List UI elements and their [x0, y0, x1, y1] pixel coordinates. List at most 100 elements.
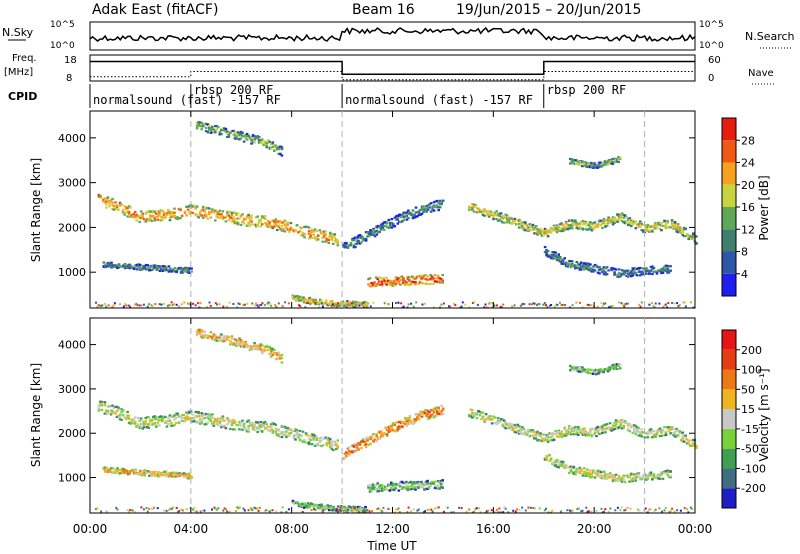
- echo-cell: [269, 302, 271, 305]
- echo-cell: [417, 508, 420, 511]
- echo-cell: [593, 429, 597, 432]
- echo-cell: [146, 266, 150, 270]
- echo-cell: [274, 427, 278, 430]
- echo-cell: [120, 203, 123, 206]
- echo-cell: [156, 418, 160, 422]
- echo-cell: [613, 479, 616, 482]
- echo-cell: [673, 224, 677, 227]
- echo-cell: [540, 439, 544, 443]
- echo-cell: [364, 237, 368, 240]
- echo-cell: [286, 426, 290, 429]
- echo-cell: [114, 471, 118, 474]
- echo-cell: [333, 305, 336, 307]
- echo-cell: [276, 224, 279, 227]
- colorbar-swatch: [722, 162, 736, 185]
- echo-cell: [651, 230, 654, 233]
- echo-cell: [572, 264, 576, 267]
- echo-cell: [179, 217, 182, 220]
- echo-cell: [303, 236, 306, 239]
- echo-cell: [141, 212, 144, 215]
- echo-cell: [214, 334, 217, 337]
- echo-cell: [250, 142, 253, 145]
- echo-cell: [130, 418, 134, 421]
- echo-cell: [678, 229, 681, 232]
- echo-cell: [583, 268, 586, 271]
- echo-cell: [574, 219, 577, 222]
- echo-cell: [580, 470, 583, 473]
- echo-cell: [411, 217, 415, 220]
- echo-cell: [575, 226, 579, 229]
- echo-cell: [359, 508, 363, 511]
- echo-cell: [230, 212, 234, 215]
- echo-cell: [379, 484, 382, 487]
- echo-cell: [236, 221, 240, 224]
- echo-cell: [269, 510, 271, 513]
- echo-cell: [590, 268, 594, 271]
- echo-cell: [622, 270, 625, 273]
- echo-cell: [250, 424, 253, 427]
- echo-cell: [170, 475, 174, 478]
- echo-cell: [633, 477, 636, 480]
- echo-cell: [248, 224, 252, 227]
- echo-cell: [180, 508, 183, 511]
- echo-cell: [692, 233, 695, 236]
- echo-cell: [546, 254, 550, 257]
- echo-cell: [605, 163, 608, 166]
- echo-cell: [643, 267, 647, 270]
- echo-cell: [352, 246, 356, 249]
- echo-cell: [414, 283, 417, 286]
- echo-cell: [435, 206, 439, 209]
- echo-cell: [512, 425, 515, 428]
- echo-cell: [187, 270, 190, 273]
- echo-cell: [519, 223, 523, 226]
- echo-cell: [267, 429, 270, 432]
- echo-cell: [326, 504, 330, 507]
- echo-cell: [629, 507, 632, 510]
- echo-cell: [204, 334, 208, 337]
- echo-cell: [217, 210, 220, 213]
- echo-cell: [369, 437, 372, 441]
- echo-cell: [164, 421, 167, 424]
- echo-cell: [536, 430, 539, 433]
- echo-cell: [146, 510, 149, 513]
- echo-cell: [622, 421, 625, 424]
- echo-cell: [259, 220, 262, 223]
- echo-cell: [102, 468, 106, 471]
- echo-cell: [426, 278, 429, 281]
- echo-cell: [373, 438, 377, 441]
- echo-cell: [276, 353, 279, 357]
- echo-cell: [640, 301, 643, 304]
- echo-cell: [625, 421, 628, 425]
- echo-cell: [560, 460, 563, 463]
- echo-cell: [448, 305, 450, 308]
- echo-cell: [309, 232, 312, 235]
- echo-cell: [667, 269, 671, 272]
- echo-cell: [349, 505, 352, 509]
- echo-cell: [194, 304, 197, 307]
- echo-cell: [102, 265, 106, 268]
- echo-cell: [598, 268, 601, 271]
- echo-cell: [428, 415, 431, 418]
- echo-cell: [262, 143, 265, 146]
- echo-cell: [154, 266, 157, 269]
- echo-cell: [598, 432, 601, 435]
- echo-cell: [139, 210, 143, 213]
- echo-cell: [600, 369, 604, 372]
- echo-cell: [626, 272, 630, 275]
- echo-cell: [380, 489, 384, 492]
- echo-cell: [308, 300, 311, 303]
- echo-cell: [599, 432, 603, 435]
- echo-cell: [593, 269, 597, 272]
- echo-cell: [475, 413, 479, 416]
- echo-cell: [250, 421, 253, 425]
- echo-cell: [692, 442, 695, 445]
- echo-cell: [151, 474, 154, 477]
- echo-cell: [429, 414, 433, 417]
- echo-cell: [119, 468, 122, 472]
- cpid-segment-label: rbsp 200 RF: [547, 83, 626, 97]
- echo-cell: [561, 432, 565, 436]
- echo-cell: [645, 269, 648, 273]
- echo-cell: [276, 433, 279, 436]
- echo-cell: [664, 223, 668, 226]
- echo-cell: [288, 228, 291, 232]
